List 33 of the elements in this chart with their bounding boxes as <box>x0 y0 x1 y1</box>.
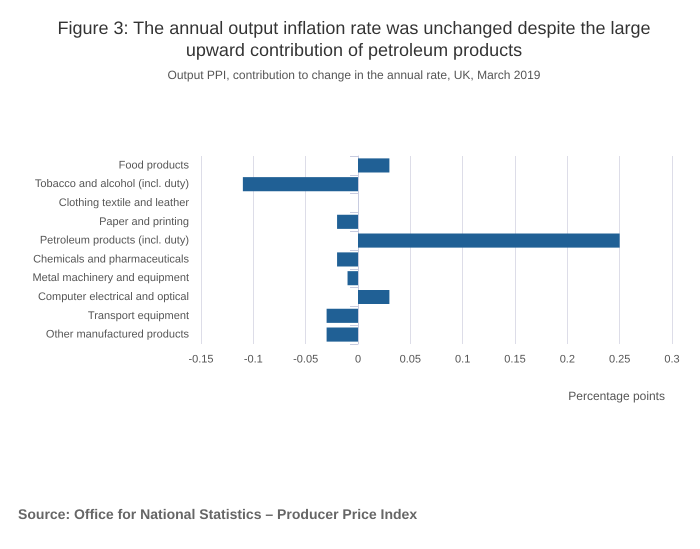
x-tick-label: -0.05 <box>293 354 318 366</box>
y-tick-label: Transport equipment <box>88 310 189 322</box>
chart-subtitle: Output PPI, contribution to change in the annual rate, UK, March 2019 <box>168 68 541 82</box>
bar <box>326 328 358 342</box>
source-note: Source: Office for National Statistics – Producer Price Index <box>18 506 418 522</box>
x-tick-label: 0.1 <box>455 354 470 366</box>
chart-title: Figure 3: The annual output inflation rate was unchanged despite the large upward contribution of petroleum products <box>57 18 651 60</box>
y-tick-label: Tobacco and alcohol (incl. duty) <box>34 178 189 190</box>
bar <box>358 158 390 172</box>
y-tick-label: Metal machinery and equipment <box>32 272 189 284</box>
bar <box>358 290 390 304</box>
y-tick-label: Petroleum products (incl. duty) <box>40 234 189 247</box>
bar <box>326 308 358 323</box>
y-tick-label: Paper and printing <box>99 216 189 228</box>
x-tick-label: -0.1 <box>244 354 263 366</box>
x-tick-label: 0.3 <box>664 354 680 366</box>
bar <box>242 177 358 192</box>
bar <box>337 214 358 229</box>
x-tick-label: 0.25 <box>608 354 630 366</box>
y-tick-label: Food products <box>118 159 190 172</box>
y-tick-label: Clothing textile and leather <box>58 197 190 209</box>
x-tick-label: 0 <box>354 354 362 366</box>
y-tick-label: Chemicals and pharmaceuticals <box>33 253 190 266</box>
bar <box>358 234 620 248</box>
x-tick-label: 0.15 <box>504 354 526 366</box>
y-tick-label: Computer electrical and optical <box>38 291 189 303</box>
bar <box>337 252 358 266</box>
x-tick-label: -0.15 <box>188 354 214 366</box>
x-tick-label: 0.05 <box>400 354 422 366</box>
bar <box>348 271 358 286</box>
x-axis-title: Percentage points <box>568 389 665 403</box>
y-tick-label: Other manufactured products <box>46 328 190 341</box>
x-tick-label: 0.2 <box>560 354 575 366</box>
